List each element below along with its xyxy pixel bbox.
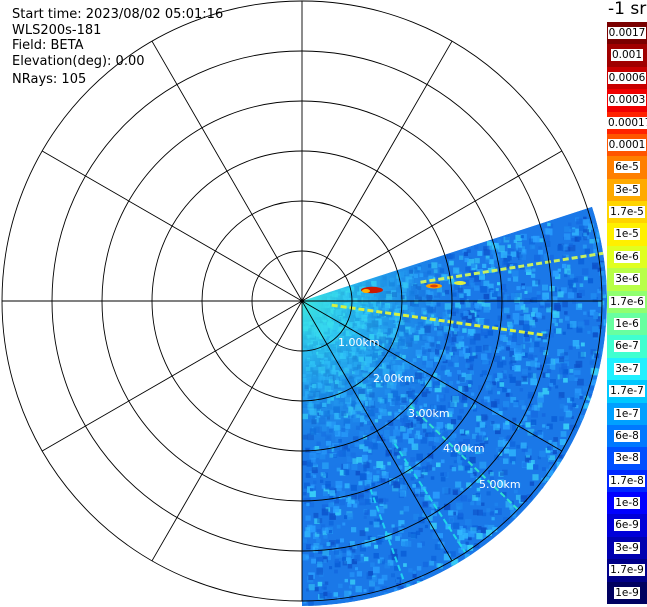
range-label-3km: 3.00km (408, 407, 450, 420)
colorbar-step: 1.7e-8 (607, 469, 647, 493)
range-ring-labels: 1.00km 2.00km 3.00km 4.00km 5.00km (338, 336, 521, 491)
colorbar-step: 1e-5 (607, 223, 647, 246)
colorbar-step: 1.7e-9 (607, 559, 647, 582)
backscatter-streak (409, 404, 519, 511)
colorbar-step: 1.7e-6 (607, 290, 647, 313)
colorbar-step: 0.001 (607, 44, 647, 67)
range-label-2km: 2.00km (373, 372, 415, 385)
colorbar-step: 3e-8 (607, 447, 647, 470)
colorbar-step: 1.7e-5 (607, 201, 647, 224)
colorbar-tick-label: 1.7e-6 (609, 295, 645, 308)
colorbar-tick-label: 0.0001 (607, 138, 647, 151)
strong-return-hotspot (362, 289, 370, 293)
instrument-name-text: WLS200s-181 (12, 23, 102, 38)
colorbar-tick-label: 1.7e-8 (609, 474, 645, 487)
colorbar-step: 6e-9 (607, 514, 647, 537)
colorbar-step: 3e-9 (607, 536, 647, 560)
colorbar-tick-label: 1e-7 (614, 407, 640, 420)
colorbar-step: 0.00017 (607, 111, 647, 134)
colorbar-step: 0.0001 (607, 133, 647, 157)
noise-pixel (397, 590, 405, 598)
colorbar-tick-label: 0.001 (610, 49, 644, 62)
azimuth-spoke (151, 300, 303, 562)
range-label-1km: 1.00km (338, 336, 380, 349)
colorbar-step: 1e-9 (607, 581, 647, 604)
colorbar-tick-label: 6e-6 (614, 250, 640, 263)
colorbar-step: 3e-5 (607, 178, 647, 202)
strong-return-hotspot (454, 281, 466, 285)
colorbar-step: 1e-6 (607, 313, 647, 336)
colorbar-step: 1e-7 (607, 402, 647, 425)
colorbar-step: 0.0006 (607, 66, 647, 90)
colorbar-step: 1e-8 (607, 492, 647, 515)
azimuth-spoke (151, 40, 303, 302)
elevation-text: Elevation(deg): 0.00 (12, 54, 145, 69)
colorbar-tick-label: 6e-7 (614, 340, 640, 353)
polar-grid (1, 0, 603, 602)
backscatter-streak (420, 251, 604, 284)
colorbar-tick-label: 1e-6 (614, 318, 640, 330)
colorbar-tick-label: 1.7e-5 (609, 206, 645, 219)
colorbar-tick-label: 0.0006 (607, 71, 647, 84)
colorbar-step: 6e-6 (607, 245, 647, 269)
colorbar-tick-label: 0.0003 (607, 94, 647, 107)
colorbar-tick-label: 6e-5 (614, 161, 640, 174)
start-time-text: Start time: 2023/08/02 05:01:16 (12, 7, 224, 22)
noise-pixel (538, 492, 546, 499)
colorbar-tick-label: 1e-5 (614, 228, 640, 241)
colorbar-tick-label: 1.7e-9 (609, 564, 645, 577)
range-label-5km: 5.00km (479, 478, 521, 491)
colorbar-tick-label: 6e-8 (614, 429, 640, 442)
azimuth-spoke (301, 40, 453, 302)
colorbar-tick-label: 1.7e-7 (609, 385, 645, 398)
colorbar-tick-label: 3e-6 (614, 273, 640, 286)
azimuth-spoke (41, 300, 303, 452)
colorbar-tick-label: 0.0017 (607, 27, 647, 39)
noise-pixel (368, 598, 376, 606)
nrays-text: NRays: 105 (12, 72, 87, 87)
colorbar-tick-label: 6e-9 (614, 519, 640, 532)
colorbar-step: 6e-7 (607, 335, 647, 358)
noise-pixel (532, 499, 537, 504)
colorbar-tick-label: 1e-9 (614, 586, 640, 599)
strong-return-hotspot (430, 284, 438, 288)
range-label-4km: 4.00km (443, 442, 485, 455)
colorbar-tick-label: 3e-5 (614, 183, 640, 196)
colorbar-step: 0.0003 (607, 89, 647, 112)
colorbar-unit-label: -1 sr (608, 0, 647, 19)
colorbar-step: 3e-7 (607, 357, 647, 381)
azimuth-spoke (301, 300, 563, 452)
azimuth-spoke (301, 300, 453, 562)
backscatter-streak (393, 443, 467, 554)
colorbar-tick-label: 1e-8 (614, 497, 640, 510)
colorbar-step: 3e-6 (607, 268, 647, 291)
colorbar-tick-label: 3e-9 (614, 541, 640, 554)
colorbar-step: 6e-5 (607, 156, 647, 179)
colorbar-step: 6e-8 (607, 424, 647, 448)
colorbar-step: 1.7e-7 (607, 380, 647, 403)
colorbar-step: 0.0017 (607, 22, 647, 45)
azimuth-spoke (301, 150, 563, 302)
colorbar-tick-label: 3e-8 (614, 452, 640, 465)
field-text: Field: BETA (12, 38, 84, 53)
colorbar-tick-label: 3e-7 (614, 362, 640, 375)
noise-pixel (386, 593, 394, 601)
colorbar-tick-label: 0.00017 (607, 116, 647, 129)
azimuth-spoke (41, 150, 303, 302)
backscatter-features (331, 251, 604, 584)
